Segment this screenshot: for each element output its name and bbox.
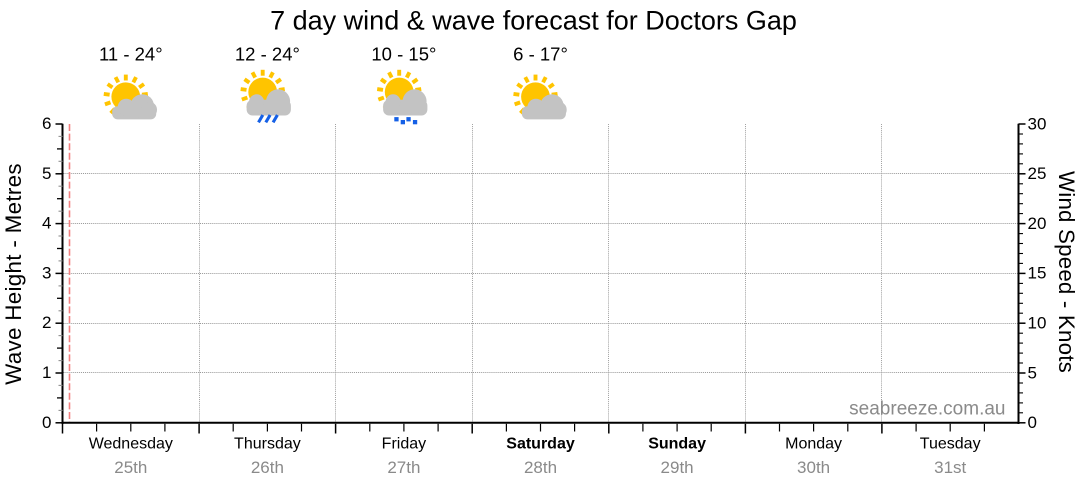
svg-text:5: 5 bbox=[1028, 363, 1037, 382]
svg-text:Tuesday: Tuesday bbox=[920, 436, 981, 453]
svg-text:6 - 17°: 6 - 17° bbox=[513, 44, 568, 65]
svg-text:6: 6 bbox=[42, 114, 51, 133]
svg-text:Saturday: Saturday bbox=[506, 436, 575, 453]
svg-text:25: 25 bbox=[1028, 164, 1047, 183]
svg-text:20: 20 bbox=[1028, 214, 1047, 233]
svg-text:12 - 24°: 12 - 24° bbox=[235, 44, 300, 65]
svg-text:10: 10 bbox=[1028, 314, 1047, 333]
svg-text:28th: 28th bbox=[524, 458, 557, 477]
svg-text:30th: 30th bbox=[797, 458, 830, 477]
svg-text:31st: 31st bbox=[934, 458, 966, 477]
svg-text:Thursday: Thursday bbox=[234, 436, 301, 453]
svg-text:1: 1 bbox=[42, 363, 51, 382]
svg-text:Friday: Friday bbox=[382, 436, 426, 453]
svg-text:0: 0 bbox=[42, 413, 51, 432]
svg-text:0: 0 bbox=[1028, 413, 1037, 432]
svg-text:3: 3 bbox=[42, 263, 51, 282]
svg-text:Wednesday: Wednesday bbox=[89, 436, 173, 453]
svg-text:4: 4 bbox=[42, 214, 51, 233]
svg-text:10 - 15°: 10 - 15° bbox=[371, 44, 436, 65]
svg-text:27th: 27th bbox=[387, 458, 420, 477]
svg-text:25th: 25th bbox=[114, 458, 147, 477]
svg-text:7 day wind & wave forecast for: 7 day wind & wave forecast for Doctors G… bbox=[270, 6, 797, 36]
svg-text:Wind Speed - Knots: Wind Speed - Knots bbox=[1054, 171, 1079, 373]
svg-text:5: 5 bbox=[42, 164, 51, 183]
svg-text:seabreeze.com.au: seabreeze.com.au bbox=[849, 399, 1005, 420]
svg-text:26th: 26th bbox=[251, 458, 284, 477]
svg-text:30: 30 bbox=[1028, 114, 1047, 133]
svg-text:Sunday: Sunday bbox=[648, 436, 706, 453]
svg-text:15: 15 bbox=[1028, 264, 1047, 283]
svg-text:Monday: Monday bbox=[785, 436, 842, 453]
svg-text:Wave Height - Metres: Wave Height - Metres bbox=[1, 163, 26, 385]
svg-text:11 - 24°: 11 - 24° bbox=[99, 44, 163, 65]
svg-text:2: 2 bbox=[42, 313, 51, 332]
svg-text:29th: 29th bbox=[661, 458, 694, 477]
